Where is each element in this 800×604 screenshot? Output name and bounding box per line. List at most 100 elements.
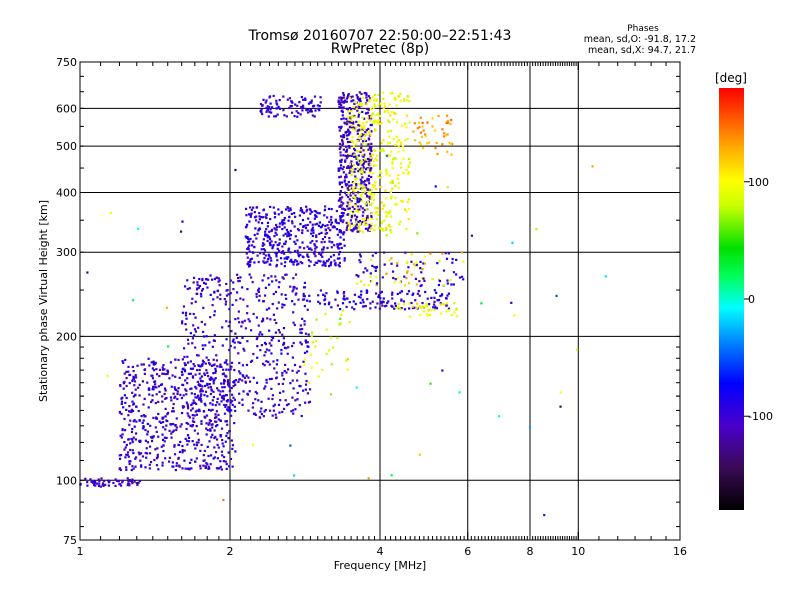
data-point [399,141,403,144]
data-point [206,383,209,387]
data-point [195,424,198,428]
data-point [176,397,179,401]
data-point [278,238,281,241]
data-point [370,149,373,153]
data-point [220,450,224,453]
data-point [300,95,303,99]
data-point [363,134,366,137]
data-point [365,204,368,207]
data-point [441,252,444,255]
data-point [231,303,234,307]
data-point [323,299,326,302]
data-point [209,419,212,422]
data-point [385,304,388,307]
data-point [233,341,236,344]
data-point [322,246,325,249]
data-point [408,121,411,124]
data-point [201,359,205,362]
data-point [444,134,448,137]
data-point [420,271,423,274]
data-point [315,246,318,249]
data-point [246,393,250,396]
data-point [364,223,367,226]
data-point [192,362,195,366]
data-point [292,341,295,345]
data-point [354,175,357,178]
data-point [152,385,155,388]
data-point [303,281,307,284]
data-point [406,292,409,296]
data-point [187,361,190,364]
data-point [199,467,202,470]
data-point [375,292,378,295]
data-point [194,330,198,333]
data-point [337,222,340,225]
data-point [409,315,412,318]
data-point [433,289,436,292]
data-point [379,176,382,179]
data-point [250,257,254,260]
data-point [190,409,193,412]
data-point [348,154,351,157]
data-point [407,290,411,293]
data-point [348,186,352,190]
data-point [268,106,271,109]
data-point [396,262,399,265]
data-point [193,328,197,331]
data-point [281,227,284,231]
data-point [341,221,344,224]
data-point [205,414,209,417]
data-point [349,169,352,172]
data-point [255,392,259,395]
data-point [383,305,387,308]
data-point [387,153,390,157]
data-point [209,402,212,405]
data-point [226,408,229,411]
data-point [134,438,137,441]
data-point [119,384,122,387]
data-point [450,283,453,286]
data-point [410,301,413,305]
data-point [235,336,238,340]
data-point [303,304,306,308]
data-point [424,255,427,258]
data-point [373,119,376,123]
data-point [339,218,342,221]
data-point [370,216,373,219]
colorbar-tick-label: -100 [748,410,773,423]
data-point [299,365,302,368]
data-point [307,217,310,220]
data-point [268,255,271,258]
data-point [421,147,425,150]
data-point [221,326,224,329]
data-point [191,407,194,410]
data-point [175,462,178,465]
data-point [367,179,370,182]
data-point [162,364,165,367]
data-point [366,269,369,272]
data-point [232,396,235,399]
data-point [194,316,197,319]
data-point [329,263,332,267]
data-point [91,479,94,483]
data-point [193,429,196,432]
data-point [185,439,189,442]
data-point [200,289,204,292]
data-point [148,388,151,391]
data-point [299,324,302,327]
data-point [263,261,266,264]
data-point [321,255,324,258]
data-point [287,256,290,259]
y-axis-label: Stationary phase Virtual Height [km] [37,200,50,402]
data-point [254,398,257,401]
data-point [317,259,320,262]
data-point [364,267,367,270]
data-point [181,451,184,454]
data-point [165,436,168,440]
data-point [127,365,130,368]
data-point [246,287,249,291]
data-point [250,244,254,247]
data-point [555,294,558,297]
data-point [356,162,359,165]
data-point [225,420,228,423]
